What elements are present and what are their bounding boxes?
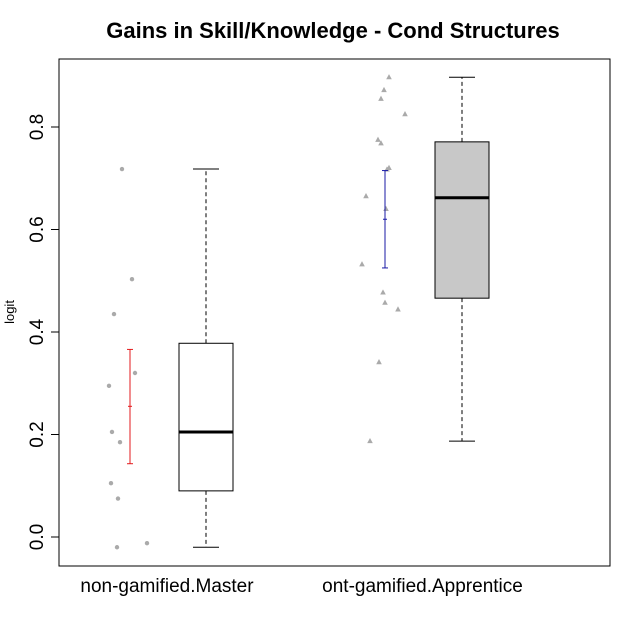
box-group	[106, 166, 234, 550]
data-point	[109, 429, 115, 435]
plot-frame	[58, 58, 611, 567]
y-tick-label: 0.0	[27, 524, 48, 550]
data-point	[395, 306, 401, 312]
box-iqr	[178, 342, 234, 492]
x-tick-label: ont-gamified.Apprentice	[322, 576, 523, 597]
y-tick-label: 0.4	[27, 318, 48, 345]
data-point	[359, 261, 365, 267]
data-point	[132, 370, 138, 376]
box-group	[359, 74, 490, 444]
y-tick-label: 0.8	[27, 114, 48, 140]
data-point	[111, 311, 117, 317]
data-point	[144, 540, 150, 546]
data-point	[108, 480, 114, 486]
data-point	[378, 95, 384, 101]
boxes-layer	[106, 74, 490, 550]
chart-title: Gains in Skill/Knowledge - Cond Structur…	[106, 18, 560, 43]
data-point	[115, 496, 121, 501]
data-point	[119, 166, 125, 172]
y-tick-label: 0.6	[27, 216, 48, 242]
y-axis: 0.0 0.2 0.4 0.6 0.8	[27, 114, 60, 550]
data-point	[382, 299, 388, 305]
data-point	[375, 136, 381, 142]
data-point	[129, 277, 135, 282]
data-point	[380, 289, 386, 295]
y-axis-label: logit	[2, 300, 17, 324]
x-axis: non-gamified.Master ont-gamified.Apprenti…	[80, 576, 522, 597]
y-tick-label: 0.2	[27, 421, 48, 447]
data-point	[386, 74, 392, 80]
data-point	[383, 205, 389, 211]
data-point	[376, 359, 382, 365]
data-point	[381, 86, 387, 93]
data-point	[367, 437, 373, 444]
box-iqr	[434, 141, 490, 299]
data-point	[363, 192, 369, 199]
data-point	[117, 439, 123, 445]
x-tick-label: non-gamified.Master	[80, 576, 254, 597]
data-point	[114, 545, 120, 550]
data-point	[106, 383, 112, 389]
data-point	[402, 110, 408, 117]
data-point	[378, 140, 384, 146]
